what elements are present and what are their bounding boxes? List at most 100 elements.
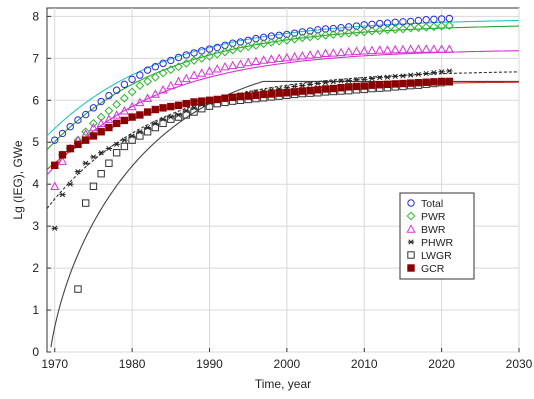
data-point-gcr: [283, 89, 291, 97]
legend-marker-bwr: [406, 224, 416, 233]
data-point-pwr: [414, 23, 423, 33]
data-point-bwr: [220, 61, 230, 71]
data-point-gcr: [376, 81, 384, 89]
data-point-gcr: [314, 86, 322, 94]
data-point-gcr: [229, 93, 237, 102]
data-point-total: [143, 66, 152, 74]
data-point-lwgr: [128, 136, 136, 144]
data-point-bwr: [351, 46, 362, 55]
data-point-lwgr: [151, 123, 160, 132]
data-point-lwgr: [74, 285, 82, 293]
legend-marker-phwr: [407, 239, 415, 245]
data-point-gcr: [244, 92, 252, 100]
data-point-phwr: [306, 81, 314, 87]
data-point-gcr: [259, 90, 268, 99]
data-point-gcr: [198, 97, 206, 105]
data-point-bwr: [212, 64, 222, 73]
data-point-pwr: [228, 45, 238, 55]
data-point-gcr: [414, 78, 423, 87]
data-point-bwr: [375, 45, 385, 54]
data-point-phwr: [391, 73, 399, 79]
data-point-phwr: [113, 141, 120, 147]
data-point-pwr: [359, 27, 369, 37]
data-point-bwr: [166, 80, 176, 90]
legend-label: BWR: [421, 224, 446, 236]
data-point-pwr: [96, 112, 106, 122]
data-point-bwr: [197, 68, 207, 77]
series-bwr: [50, 44, 454, 190]
data-point-lwgr: [136, 132, 144, 140]
data-point-bwr: [344, 46, 354, 56]
data-point-gcr: [306, 86, 314, 95]
data-point-pwr: [290, 34, 300, 44]
data-point-phwr: [105, 145, 113, 152]
data-point-bwr: [88, 122, 98, 132]
data-point-bwr: [57, 156, 68, 165]
data-point-gcr: [267, 90, 276, 98]
data-point-pwr: [243, 42, 253, 52]
data-point-bwr: [259, 55, 269, 64]
data-point-phwr: [59, 192, 66, 198]
legend-item-bwr: BWR: [406, 224, 446, 236]
data-point-pwr: [375, 26, 385, 36]
data-point-pwr: [135, 81, 145, 91]
y-tick-label: 7: [32, 51, 39, 65]
data-point-phwr: [345, 77, 352, 84]
data-point-bwr: [421, 44, 431, 53]
data-point-phwr: [299, 83, 306, 89]
y-axis-label: Lg (IEG), GWe: [11, 140, 25, 219]
data-point-gcr: [383, 80, 392, 89]
data-point-gcr: [51, 161, 59, 170]
data-point-pwr: [127, 87, 137, 97]
data-point-pwr: [383, 25, 392, 35]
data-point-pwr: [313, 31, 323, 41]
data-point-bwr: [228, 60, 238, 70]
data-point-phwr: [97, 150, 105, 156]
data-point-bwr: [158, 85, 168, 94]
data-point-pwr: [251, 40, 261, 50]
data-point-gcr: [406, 79, 415, 87]
data-point-pwr: [174, 62, 183, 72]
data-point-phwr: [399, 73, 407, 79]
data-point-bwr: [390, 44, 400, 54]
data-point-gcr: [368, 81, 376, 89]
legend-item-total: Total: [407, 198, 443, 210]
data-point-bwr: [96, 118, 106, 128]
data-point-bwr: [266, 54, 276, 63]
data-point-bwr: [382, 45, 392, 54]
data-point-lwgr: [81, 199, 90, 207]
data-point-total: [112, 86, 121, 94]
x-tick-label: 1990: [196, 357, 223, 371]
data-point-bwr: [181, 73, 191, 83]
data-point-pwr: [143, 77, 152, 86]
data-point-bwr: [429, 44, 439, 53]
legend-label: LWGR: [421, 250, 452, 262]
data-point-phwr: [446, 68, 453, 74]
grid-lines: [47, 8, 520, 353]
data-point-phwr: [330, 79, 337, 85]
data-point-bwr: [437, 44, 447, 53]
data-point-total: [51, 136, 59, 144]
data-point-total: [298, 28, 307, 36]
data-point-total: [97, 97, 105, 106]
data-point-total: [159, 59, 167, 68]
data-point-lwgr: [112, 149, 121, 157]
axes: 1970 1980 1990 2000 2010 2020 2030 0 1 2 3 4 5 6 7 8: [32, 9, 532, 371]
data-point-phwr: [337, 78, 345, 84]
data-point-total: [105, 91, 113, 100]
data-point-phwr: [407, 72, 414, 78]
data-point-pwr: [367, 26, 377, 36]
data-point-pwr: [437, 21, 447, 31]
legend-item-phwr: PHWR: [407, 237, 453, 249]
data-point-bwr: [313, 49, 323, 58]
y-tick-label: 4: [32, 177, 39, 191]
data-point-pwr: [444, 21, 454, 31]
data-point-bwr: [321, 48, 331, 58]
data-point-total: [283, 30, 291, 39]
data-point-phwr: [368, 75, 376, 82]
data-point-pwr: [352, 27, 361, 37]
data-point-gcr: [236, 92, 245, 101]
data-point-gcr: [174, 101, 183, 110]
data-point-pwr: [266, 37, 276, 47]
